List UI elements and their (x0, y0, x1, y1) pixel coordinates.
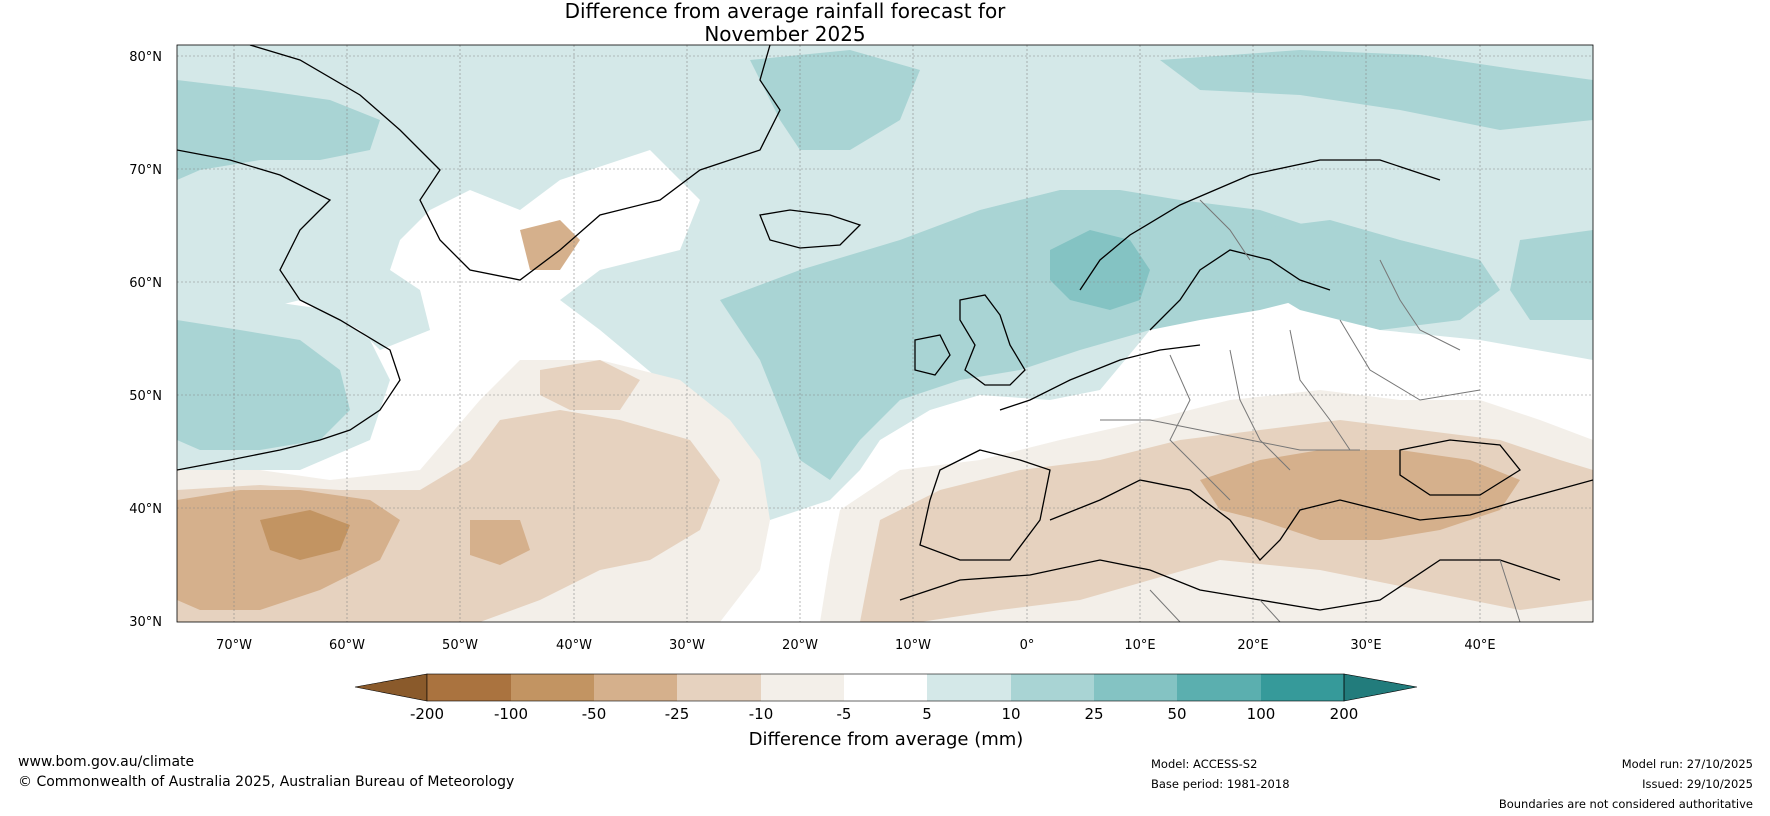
colorbar-segment (511, 674, 594, 701)
dry-region-atlantic-mid (540, 360, 640, 410)
wet-region-greenland-east (750, 50, 920, 150)
lon-label-30w: 30°W (669, 638, 705, 653)
coastlines (177, 45, 1593, 611)
colorbar-segment (1011, 674, 1094, 701)
lon-label-70w: 70°W (216, 638, 252, 653)
lon-label-0: 0° (1020, 638, 1035, 653)
colorbar-label: Difference from average (mm) (749, 729, 1024, 750)
colorbar: -200 -100 -50 -25 -10 -5 5 10 25 50 100 … (354, 673, 1418, 750)
colorbar-segment (1177, 674, 1261, 701)
dry-region-core-2 (470, 520, 530, 565)
copyright-text: © Commonwealth of Australia 2025, Austra… (18, 774, 515, 790)
lon-label-20w: 20°W (782, 638, 818, 653)
iceland-coast (759, 209, 862, 249)
lon-label-10w: 10°W (895, 638, 931, 653)
longitude-labels: 70°W 60°W 50°W 40°W 30°W 20°W 10°W 0° 10… (216, 638, 1496, 653)
colorbar-arrow-high (1343, 673, 1418, 702)
colorbar-tick: -5 (837, 705, 852, 723)
wet-region-norway-core (1050, 230, 1150, 310)
lon-label-40e: 40°E (1464, 638, 1495, 653)
colorbar-tick: -50 (582, 705, 607, 723)
latitude-labels: 80°N 70°N 60°N 50°N 40°N 30°N (129, 50, 162, 630)
colorbar-tick: 200 (1330, 705, 1359, 723)
wet-region-labrador-core (177, 320, 350, 450)
sweden-finland-coast (1149, 249, 1331, 331)
colorbar-tick: 100 (1247, 705, 1276, 723)
lat-label-40n: 40°N (129, 502, 162, 517)
gridlines (177, 45, 1593, 622)
issued-date: Issued: 29/10/2025 (1642, 777, 1753, 791)
mediterranean-north-coast (1049, 479, 1593, 561)
colorbar-tick: -10 (749, 705, 774, 723)
black-sea-coast (1399, 439, 1521, 496)
lat-label-70n: 70°N (129, 163, 162, 178)
colorbar-tick: 5 (922, 705, 932, 723)
model-run-date: Model run: 27/10/2025 (1621, 757, 1753, 771)
dry-region-core-1 (260, 510, 350, 560)
colorbar-outline (426, 673, 1345, 702)
map-title-line-1: Difference from average rainfall forecas… (564, 0, 1006, 23)
colorbar-tick: 10 (1001, 705, 1020, 723)
great-britain-coast (959, 294, 1026, 386)
colorbar-tick: -100 (494, 705, 528, 723)
model-name: Model: ACCESS-S2 (1151, 757, 1258, 771)
lon-label-30e: 30°E (1350, 638, 1381, 653)
map-area (176, 44, 1594, 623)
ireland-coast (914, 334, 951, 376)
country-borders (1100, 199, 1521, 622)
map-title-line-2: November 2025 (704, 22, 866, 46)
colorbar-segment (427, 674, 511, 701)
colorbar-segment (844, 674, 927, 701)
lat-label-80n: 80°N (129, 50, 162, 65)
colorbar-segment (594, 674, 677, 701)
lat-label-30n: 30°N (129, 615, 162, 630)
colorbar-segment (1261, 674, 1344, 701)
colorbar-tick: -25 (665, 705, 690, 723)
colorbar-segment (761, 674, 844, 701)
colorbar-segment (1094, 674, 1177, 701)
colorbar-tick: 25 (1084, 705, 1103, 723)
lon-label-40w: 40°W (556, 638, 592, 653)
lon-label-20e: 20°E (1237, 638, 1268, 653)
norway-coast (1079, 159, 1441, 291)
colorbar-segment (677, 674, 761, 701)
iberia-coast (919, 449, 1051, 561)
wet-region-scandinavia (1250, 220, 1500, 330)
wet-region-east (1510, 230, 1593, 320)
dry-region-greenland-south (520, 220, 580, 270)
lon-label-10e: 10°E (1124, 638, 1155, 653)
lon-label-60w: 60°W (329, 638, 365, 653)
rainfall-anomaly-shading (177, 45, 1593, 622)
colorbar-tick: 50 (1167, 705, 1186, 723)
base-period: Base period: 1981-2018 (1151, 777, 1290, 791)
website-link[interactable]: www.bom.gov.au/climate (18, 754, 195, 770)
lon-label-50w: 50°W (442, 638, 478, 653)
boundaries-disclaimer: Boundaries are not considered authoritat… (1498, 797, 1753, 811)
colorbar-tick: -200 (410, 705, 444, 723)
wet-region-greenland-west (177, 80, 380, 180)
wet-region-barents (1160, 50, 1593, 130)
colorbar-segment (927, 674, 1011, 701)
canada-coast (177, 149, 401, 471)
north-africa-coast (899, 559, 1561, 611)
greenland-coast (249, 45, 781, 281)
continental-europe-coast (999, 344, 1201, 411)
colorbar-arrow-low (354, 673, 428, 702)
lat-label-60n: 60°N (129, 276, 162, 291)
map-frame (176, 44, 1594, 623)
lat-label-50n: 50°N (129, 389, 162, 404)
